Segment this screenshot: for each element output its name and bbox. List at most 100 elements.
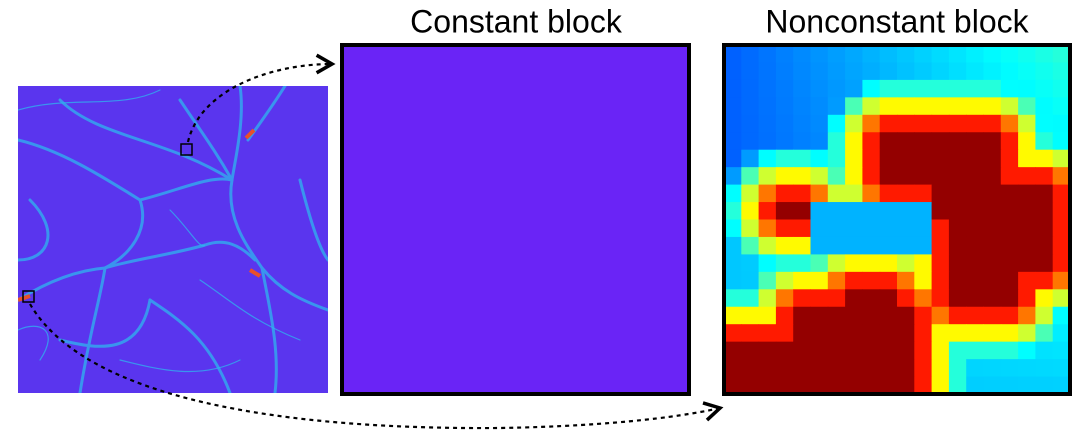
pixel xyxy=(931,149,950,168)
pixel xyxy=(758,306,777,325)
pixel xyxy=(810,97,829,116)
pixel xyxy=(948,306,967,325)
pixel xyxy=(879,202,898,220)
pixel xyxy=(724,97,742,116)
pixel xyxy=(914,62,933,81)
pixel xyxy=(741,202,760,220)
pixel xyxy=(931,167,950,186)
pixel xyxy=(793,132,811,151)
pixel xyxy=(827,289,846,308)
pixel xyxy=(741,359,760,378)
pixel xyxy=(827,219,846,238)
pixel xyxy=(758,254,777,273)
pixel xyxy=(1052,149,1071,168)
pixel xyxy=(879,376,898,395)
pixel xyxy=(966,271,984,290)
pixel xyxy=(1035,62,1054,81)
pixel xyxy=(775,149,794,168)
pixel xyxy=(845,306,863,325)
pixel xyxy=(724,79,742,98)
pixel xyxy=(793,289,811,308)
pixel xyxy=(1018,324,1036,343)
pixel xyxy=(1052,114,1071,133)
pixel xyxy=(758,324,777,343)
pixel xyxy=(810,341,829,360)
pixel xyxy=(1018,97,1036,116)
pixel xyxy=(793,271,811,290)
pixel xyxy=(948,149,967,168)
pixel xyxy=(741,149,760,168)
pixel xyxy=(948,132,967,151)
pixel xyxy=(741,306,760,325)
pixel xyxy=(775,114,794,133)
pixel xyxy=(845,376,863,395)
pixel xyxy=(862,376,881,395)
pixel xyxy=(1000,306,1019,325)
pixel xyxy=(827,376,846,395)
pixel xyxy=(948,341,967,360)
pixel xyxy=(827,149,846,168)
pixel xyxy=(983,254,1002,273)
pixel xyxy=(983,114,1002,133)
pixel xyxy=(897,254,915,273)
pixel xyxy=(793,324,811,343)
pixel xyxy=(758,202,777,220)
pixel xyxy=(810,167,829,186)
pixel xyxy=(1052,306,1071,325)
pixel xyxy=(1035,289,1054,308)
pixel xyxy=(983,219,1002,238)
pixel xyxy=(914,359,933,378)
pixel xyxy=(966,132,984,151)
pixel xyxy=(793,167,811,186)
pixel xyxy=(1000,114,1019,133)
pixel xyxy=(1035,97,1054,116)
pixel xyxy=(724,236,742,255)
pixel xyxy=(897,79,915,98)
pixel xyxy=(741,79,760,98)
pixel xyxy=(845,202,863,220)
pixel xyxy=(862,254,881,273)
pixel xyxy=(845,62,863,81)
pixel xyxy=(897,359,915,378)
pixel xyxy=(724,184,742,203)
pixel xyxy=(879,341,898,360)
pixel xyxy=(741,97,760,116)
pixel xyxy=(1035,254,1054,273)
pixel xyxy=(793,306,811,325)
pixel xyxy=(914,289,933,308)
pixel xyxy=(1035,341,1054,360)
pixel xyxy=(931,79,950,98)
panel-title: Nonconstant block xyxy=(765,3,1029,39)
pixel xyxy=(810,184,829,203)
pixel xyxy=(931,97,950,116)
pixel xyxy=(724,254,742,273)
pixel xyxy=(931,184,950,203)
pixel xyxy=(862,149,881,168)
pixel xyxy=(879,271,898,290)
pixel xyxy=(724,167,742,186)
pixel xyxy=(775,202,794,220)
pixel xyxy=(845,149,863,168)
pixel xyxy=(897,271,915,290)
pixel xyxy=(879,149,898,168)
pixel xyxy=(1018,341,1036,360)
pixel xyxy=(1018,254,1036,273)
pixel xyxy=(931,254,950,273)
pixel xyxy=(966,376,984,395)
pixel xyxy=(827,202,846,220)
pixel xyxy=(810,324,829,343)
pixel xyxy=(1052,79,1071,98)
pixel xyxy=(775,79,794,98)
pixel xyxy=(827,306,846,325)
pixel xyxy=(758,271,777,290)
pixel xyxy=(914,97,933,116)
pixel xyxy=(948,45,967,63)
pixel xyxy=(758,219,777,238)
pixel xyxy=(879,114,898,133)
pixel xyxy=(827,236,846,255)
pixel xyxy=(879,184,898,203)
pixel xyxy=(758,45,777,63)
pixel xyxy=(879,62,898,81)
pixel xyxy=(966,79,984,98)
